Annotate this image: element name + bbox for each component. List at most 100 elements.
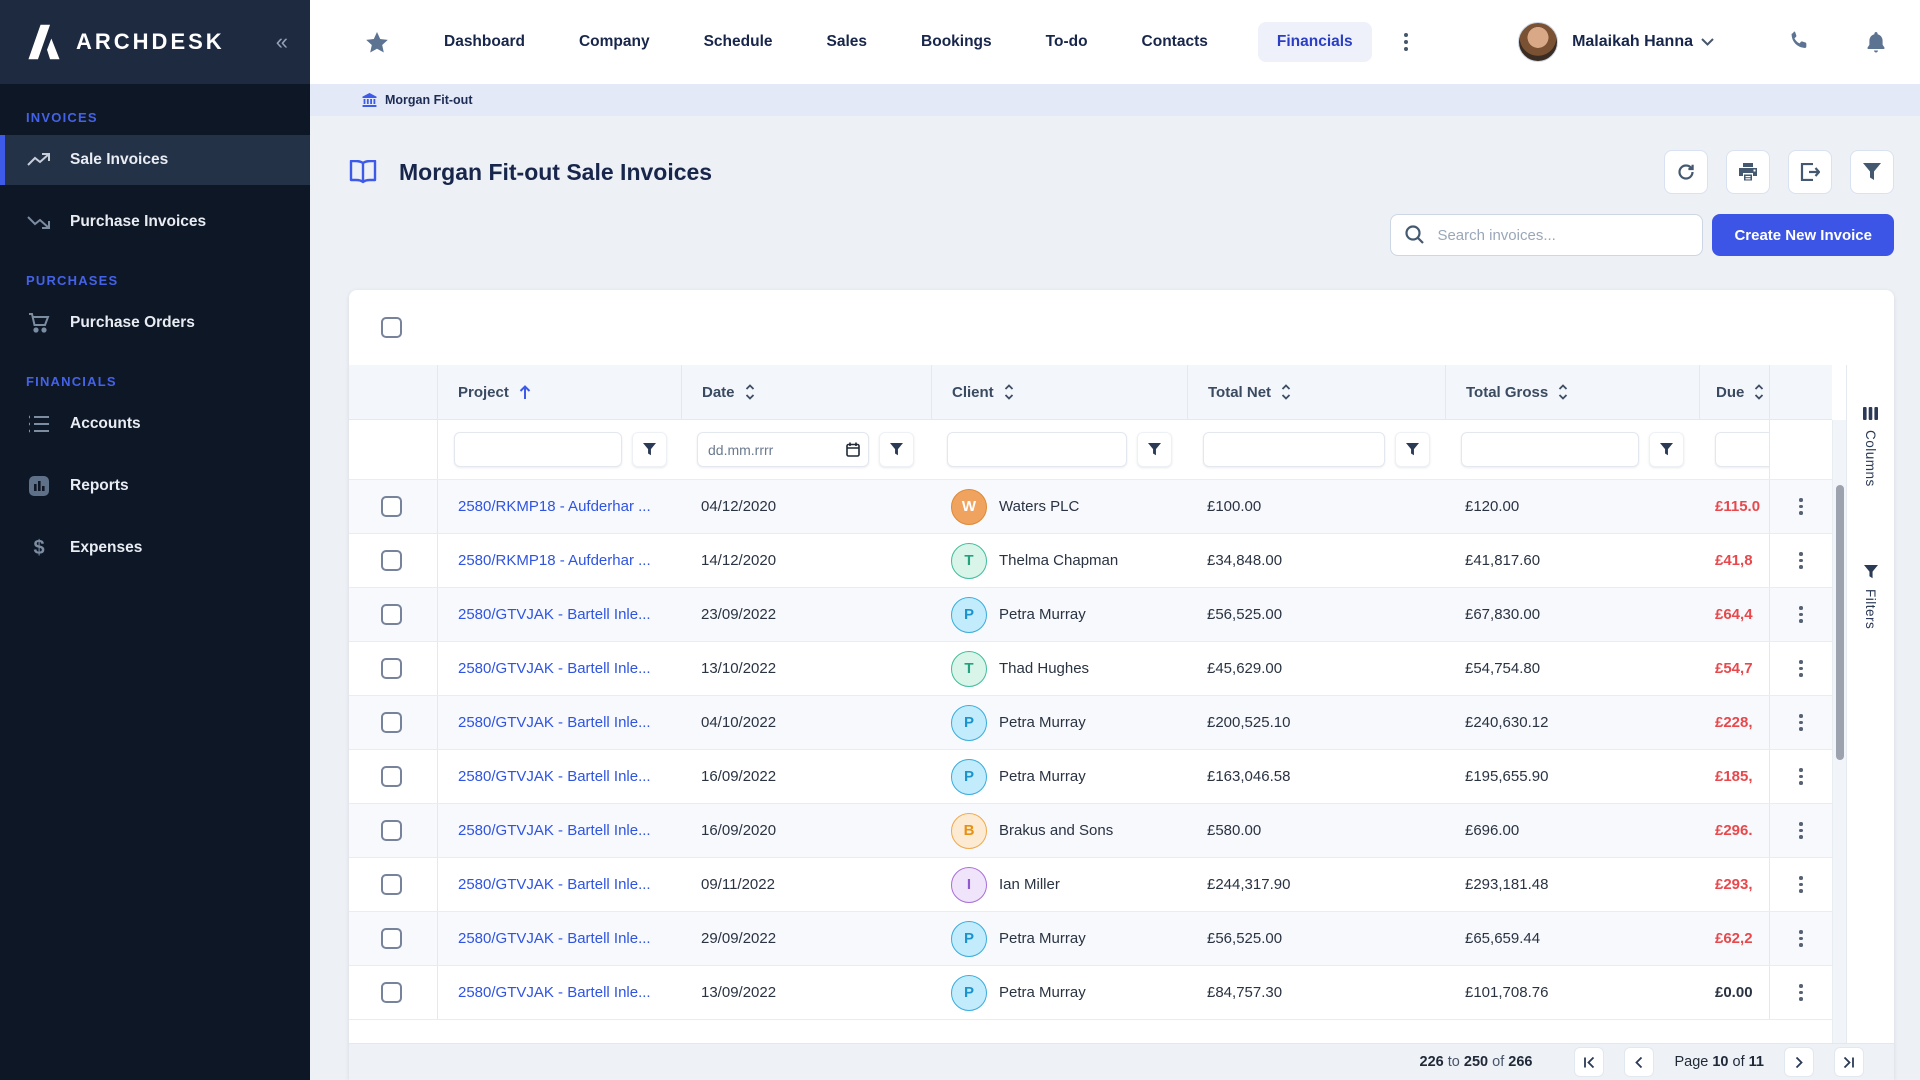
- nav-item-company[interactable]: Company: [578, 33, 650, 50]
- row-checkbox[interactable]: [381, 766, 402, 787]
- client-name: Ian Miller: [999, 876, 1060, 893]
- project-link[interactable]: 2580/GTVJAK - Bartell Inle...: [458, 714, 651, 731]
- project-link[interactable]: 2580/GTVJAK - Bartell Inle...: [458, 822, 651, 839]
- scrollbar-thumb[interactable]: [1835, 485, 1844, 760]
- row-checkbox[interactable]: [381, 550, 402, 571]
- nav-item-financials[interactable]: Financials: [1257, 22, 1372, 62]
- user-avatar[interactable]: [1518, 22, 1559, 62]
- due-value: £296.: [1715, 822, 1753, 839]
- nav-item-contacts[interactable]: Contacts: [1141, 33, 1208, 50]
- nav-item-bookings[interactable]: Bookings: [921, 33, 992, 50]
- search-input[interactable]: [1390, 214, 1704, 256]
- row-checkbox[interactable]: [381, 982, 402, 1003]
- column-header-total-gross[interactable]: Total Gross: [1445, 365, 1699, 419]
- due-value: £0.00: [1715, 984, 1753, 1001]
- next-page-button[interactable]: [1784, 1047, 1814, 1077]
- row-menu-button[interactable]: [1793, 492, 1809, 521]
- export-button[interactable]: [1788, 150, 1832, 194]
- project-link[interactable]: 2580/RKMP18 - Aufderhar ...: [458, 552, 651, 569]
- sidebar-item-expenses[interactable]: $ Expenses: [0, 523, 310, 573]
- table-row: 2580/GTVJAK - Bartell Inle... 13/10/2022…: [349, 642, 1832, 696]
- column-header-project[interactable]: Project: [437, 365, 681, 419]
- filter-button[interactable]: [1850, 150, 1894, 194]
- row-checkbox[interactable]: [381, 874, 402, 895]
- project-link[interactable]: 2580/GTVJAK - Bartell Inle...: [458, 606, 651, 623]
- date-filter-funnel-button[interactable]: [879, 432, 914, 467]
- favorite-star-icon[interactable]: [366, 31, 388, 53]
- client-name: Thad Hughes: [999, 660, 1090, 677]
- sidebar-item-label: Purchase Invoices: [70, 213, 207, 230]
- column-header-date[interactable]: Date: [681, 365, 931, 419]
- print-button[interactable]: [1726, 150, 1770, 194]
- refresh-button[interactable]: [1664, 150, 1708, 194]
- nav-item-sales[interactable]: Sales: [826, 33, 868, 50]
- filters-tab[interactable]: Filters: [1863, 555, 1878, 639]
- total-net-filter-funnel-button[interactable]: [1395, 432, 1430, 467]
- project-filter-input[interactable]: [454, 432, 622, 467]
- row-checkbox[interactable]: [381, 658, 402, 679]
- sidebar-item-accounts[interactable]: Accounts: [0, 399, 310, 449]
- row-checkbox[interactable]: [381, 820, 402, 841]
- row-menu-button[interactable]: [1793, 654, 1809, 683]
- nav-item-todo[interactable]: To-do: [1045, 33, 1088, 50]
- row-menu-button[interactable]: [1793, 708, 1809, 737]
- columns-tab[interactable]: Columns: [1863, 397, 1878, 497]
- bell-icon[interactable]: [1866, 31, 1886, 54]
- row-menu-button[interactable]: [1793, 546, 1809, 575]
- date-filter-input[interactable]: [697, 432, 869, 467]
- create-new-invoice-button[interactable]: Create New Invoice: [1712, 214, 1894, 256]
- sidebar-item-purchase-orders[interactable]: Purchase Orders: [0, 298, 310, 348]
- breadcrumb-item[interactable]: Morgan Fit-out: [362, 93, 472, 107]
- table-row: 2580/GTVJAK - Bartell Inle... 04/10/2022…: [349, 696, 1832, 750]
- row-checkbox[interactable]: [381, 496, 402, 517]
- due-value: £62,2: [1715, 930, 1753, 947]
- due-filter-input[interactable]: [1715, 432, 1769, 467]
- project-link[interactable]: 2580/GTVJAK - Bartell Inle...: [458, 930, 651, 947]
- total-gross-value: £120.00: [1465, 498, 1520, 515]
- row-checkbox[interactable]: [381, 604, 402, 625]
- row-checkbox[interactable]: [381, 712, 402, 733]
- phone-icon[interactable]: [1788, 31, 1810, 53]
- filter-funnel-icon: [1148, 443, 1161, 456]
- sidebar-collapse-button[interactable]: «: [275, 29, 288, 54]
- first-page-button[interactable]: [1574, 1047, 1605, 1077]
- project-link[interactable]: 2580/RKMP18 - Aufderhar ...: [458, 498, 651, 515]
- invoice-date: 23/09/2022: [701, 606, 777, 623]
- nav-item-schedule[interactable]: Schedule: [703, 33, 773, 50]
- project-link[interactable]: 2580/GTVJAK - Bartell Inle...: [458, 660, 651, 677]
- total-gross-filter-funnel-button[interactable]: [1649, 432, 1684, 467]
- row-menu-button[interactable]: [1793, 924, 1809, 953]
- column-header-total-net[interactable]: Total Net: [1187, 365, 1445, 419]
- project-link[interactable]: 2580/GTVJAK - Bartell Inle...: [458, 876, 651, 893]
- total-gross-filter-input[interactable]: [1461, 432, 1639, 467]
- sidebar-item-purchase-invoices[interactable]: Purchase Invoices: [0, 197, 310, 247]
- client-filter-input[interactable]: [947, 432, 1127, 467]
- main-content: Morgan Fit-out Sale Invoices: [310, 116, 1920, 1080]
- row-menu-button[interactable]: [1793, 978, 1809, 1007]
- nav-item-dashboard[interactable]: Dashboard: [444, 33, 525, 50]
- sidebar-item-sale-invoices[interactable]: Sale Invoices: [0, 135, 310, 185]
- table-row: 2580/GTVJAK - Bartell Inle... 16/09/2020…: [349, 804, 1832, 858]
- chevron-right-icon: [1795, 1056, 1803, 1068]
- user-menu[interactable]: Malaikah Hanna: [1572, 33, 1714, 51]
- nav-more-menu-icon[interactable]: [1398, 27, 1414, 57]
- sidebar: ARCHDESK « INVOICES Sale Invoices Purcha…: [0, 0, 310, 1080]
- client-filter-funnel-button[interactable]: [1137, 432, 1172, 467]
- column-header-due[interactable]: Due: [1699, 365, 1769, 419]
- row-menu-button[interactable]: [1793, 816, 1809, 845]
- project-filter-funnel-button[interactable]: [632, 432, 667, 467]
- column-header-client[interactable]: Client: [931, 365, 1187, 419]
- list-icon: [26, 415, 52, 433]
- row-menu-button[interactable]: [1793, 870, 1809, 899]
- project-link[interactable]: 2580/GTVJAK - Bartell Inle...: [458, 768, 651, 785]
- select-all-checkbox[interactable]: [381, 317, 402, 338]
- table-body: 2580/RKMP18 - Aufderhar ... 04/12/2020 W…: [349, 480, 1832, 1020]
- total-net-filter-input[interactable]: [1203, 432, 1385, 467]
- row-menu-button[interactable]: [1793, 762, 1809, 791]
- project-link[interactable]: 2580/GTVJAK - Bartell Inle...: [458, 984, 651, 1001]
- sidebar-item-reports[interactable]: Reports: [0, 461, 310, 511]
- previous-page-button[interactable]: [1624, 1047, 1655, 1077]
- last-page-button[interactable]: [1834, 1047, 1864, 1077]
- row-checkbox[interactable]: [381, 928, 402, 949]
- row-menu-button[interactable]: [1793, 600, 1809, 629]
